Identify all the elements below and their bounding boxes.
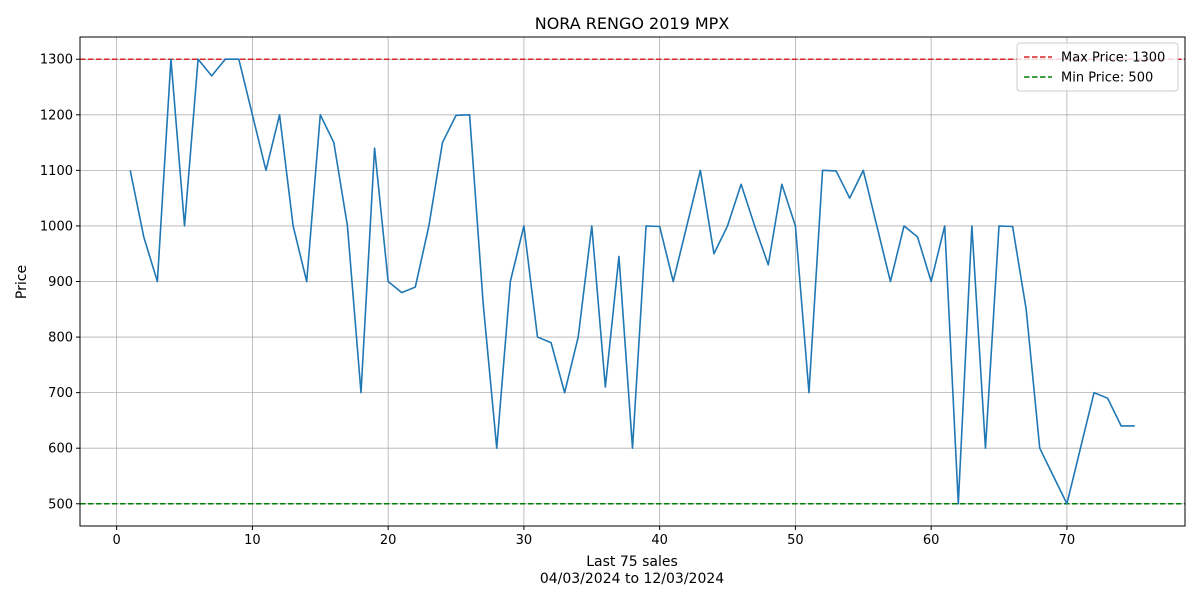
y-tick-label: 1300 — [40, 53, 73, 68]
legend-min-label: Min Price: 500 — [1061, 71, 1153, 86]
y-tick-label: 1100 — [40, 164, 73, 179]
legend: Max Price: 1300 Min Price: 500 — [1016, 42, 1179, 92]
y-axis-label: Price — [14, 265, 30, 299]
y-tick-label: 900 — [48, 275, 73, 290]
y-tick-label: 1200 — [40, 108, 73, 123]
x-tick-label: 60 — [923, 533, 940, 548]
x-tick-label: 40 — [651, 533, 668, 548]
y-tick-label: 700 — [48, 386, 73, 401]
x-axis-ticks: 0 10 20 30 40 50 60 70 — [113, 526, 1076, 548]
grid — [80, 37, 1185, 526]
legend-box — [1016, 42, 1179, 92]
y-tick-label: 1000 — [40, 219, 73, 234]
x-tick-label: 50 — [787, 533, 804, 548]
reference-lines — [80, 58, 1185, 505]
x-axis-sublabel: 04/03/2024 to 12/03/2024 — [540, 571, 724, 587]
x-tick-label: 30 — [516, 533, 533, 548]
price-series-line — [129, 58, 1135, 505]
legend-max-label: Max Price: 1300 — [1061, 51, 1165, 66]
chart-title: NORA RENGO 2019 MPX — [535, 14, 730, 33]
y-tick-label: 800 — [48, 331, 73, 346]
series-layer — [129, 58, 1135, 505]
y-tick-label: 500 — [48, 497, 73, 512]
x-tick-label: 10 — [244, 533, 261, 548]
y-axis-ticks: 500 600 700 800 900 1000 1100 1200 1300 — [40, 53, 80, 512]
x-tick-label: 0 — [113, 533, 121, 548]
y-tick-label: 600 — [48, 442, 73, 457]
x-tick-label: 20 — [380, 533, 397, 548]
x-axis-label: Last 75 sales — [586, 554, 678, 570]
x-tick-label: 70 — [1059, 533, 1076, 548]
